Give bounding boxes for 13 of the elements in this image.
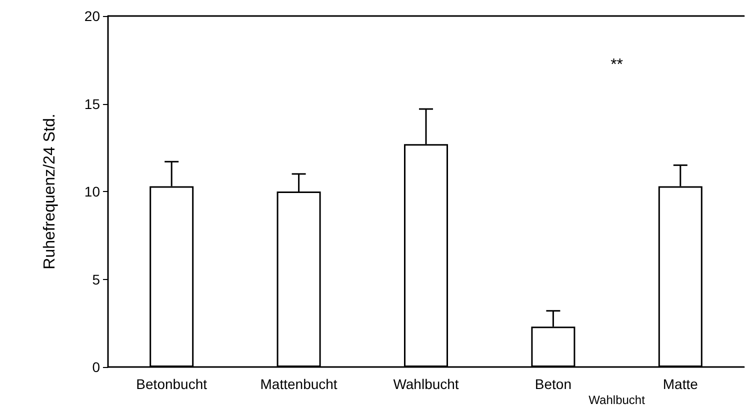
y-tick-label: 5 (92, 271, 100, 288)
x-tick-label: Beton (534, 376, 572, 392)
x-tick-label: Betonbucht (136, 376, 208, 392)
y-axis-title: Ruhefrequenz/24 Std. (42, 114, 58, 270)
x-tick-label: Matte (662, 376, 698, 392)
y-tick-label: 0 (92, 359, 100, 375)
x-tick-label: Wahlbucht (393, 376, 459, 392)
text: Wahlbucht (588, 393, 646, 407)
y-tick-label: 15 (84, 96, 100, 112)
annotation: ** (610, 56, 624, 74)
y-tick-label: 20 (84, 8, 100, 24)
y-tick-label: 10 (84, 184, 100, 200)
x-tick-label: Mattenbucht (260, 376, 338, 392)
